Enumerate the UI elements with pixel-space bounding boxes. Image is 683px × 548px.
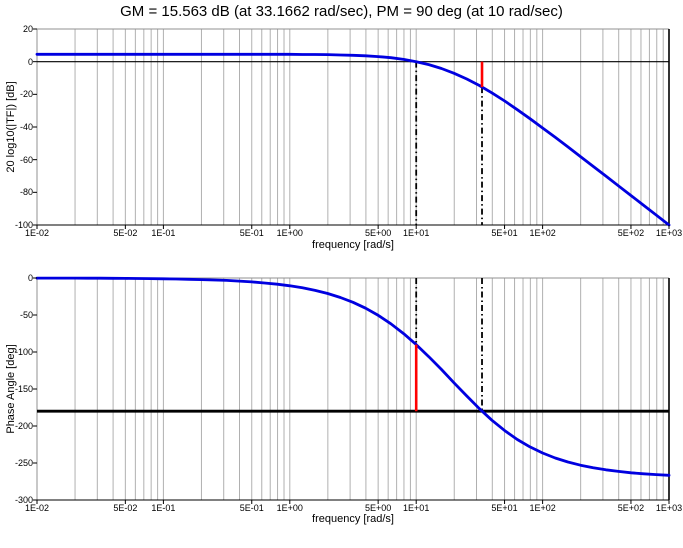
phase-x-tick-label: 1E-01 — [151, 503, 176, 513]
magnitude-x-tick-label: 1E-01 — [151, 228, 176, 238]
phase-x-tick-label: 1E+01 — [403, 503, 430, 513]
phase-x-tick-label: 5E+02 — [617, 503, 645, 513]
magnitude-x-tick-label: 1E+00 — [276, 228, 303, 238]
magnitude-x-tick-label: 5E+02 — [617, 228, 645, 238]
magnitude-curve — [35, 52, 671, 227]
magnitude-x-tick-label: 5E-02 — [113, 228, 138, 238]
plot-title: GM = 15.563 dB (at 33.1662 rad/sec), PM … — [120, 3, 563, 20]
magnitude-x-tick-label: 5E+00 — [365, 228, 392, 238]
phase-x-tick-label: 1E-02 — [24, 503, 50, 513]
phase-x-axis-title: frequency [rad/s] — [312, 513, 394, 525]
magnitude-x-tick-label: 1E+02 — [529, 228, 556, 238]
magnitude-x-tick-label: 1E+03 — [655, 228, 683, 238]
phase-x-tick-label: 5E-02 — [113, 503, 138, 513]
phase-y-tick-label: -50 — [19, 310, 33, 320]
phase-curve — [35, 276, 671, 477]
magnitude-y-tick-label: -60 — [19, 154, 33, 165]
phase-y-tick-label: -300 — [14, 495, 33, 505]
phase-x-tick-label: 5E-01 — [239, 503, 264, 513]
phase-y-tick-label: -100 — [14, 347, 33, 357]
magnitude-y-tick-label: 20 — [22, 24, 33, 34]
phase-x-tick-label: 5E+00 — [365, 503, 392, 513]
phase-x-tick-label: 5E+01 — [491, 503, 518, 513]
phase-y-tick-label: 0 — [27, 273, 33, 283]
phase-y-tick-label: -150 — [14, 384, 33, 394]
magnitude-y-tick-label: -20 — [19, 89, 33, 100]
magnitude-y-tick-label: 0 — [27, 56, 33, 67]
phase-x-tick-label: 1E+03 — [655, 503, 683, 513]
phase-x-tick-label: 1E+02 — [529, 503, 556, 513]
phase-y-tick-label: -250 — [14, 458, 33, 468]
magnitude-x-tick-label: 1E+01 — [403, 228, 430, 238]
magnitude-x-tick-label: 5E-01 — [239, 228, 264, 238]
magnitude-y-tick-label: -40 — [19, 122, 33, 132]
magnitude-x-tick-label: 5E+01 — [491, 228, 518, 238]
phase-y-tick-label: -200 — [14, 421, 33, 431]
magnitude-x-axis-title: frequency [rad/s] — [312, 239, 394, 251]
magnitude-y-tick-label: -100 — [14, 220, 33, 230]
phase-x-tick-label: 1E+00 — [276, 503, 303, 513]
magnitude-x-tick-label: 1E-02 — [24, 228, 50, 238]
magnitude-y-tick-label: -80 — [19, 187, 33, 198]
